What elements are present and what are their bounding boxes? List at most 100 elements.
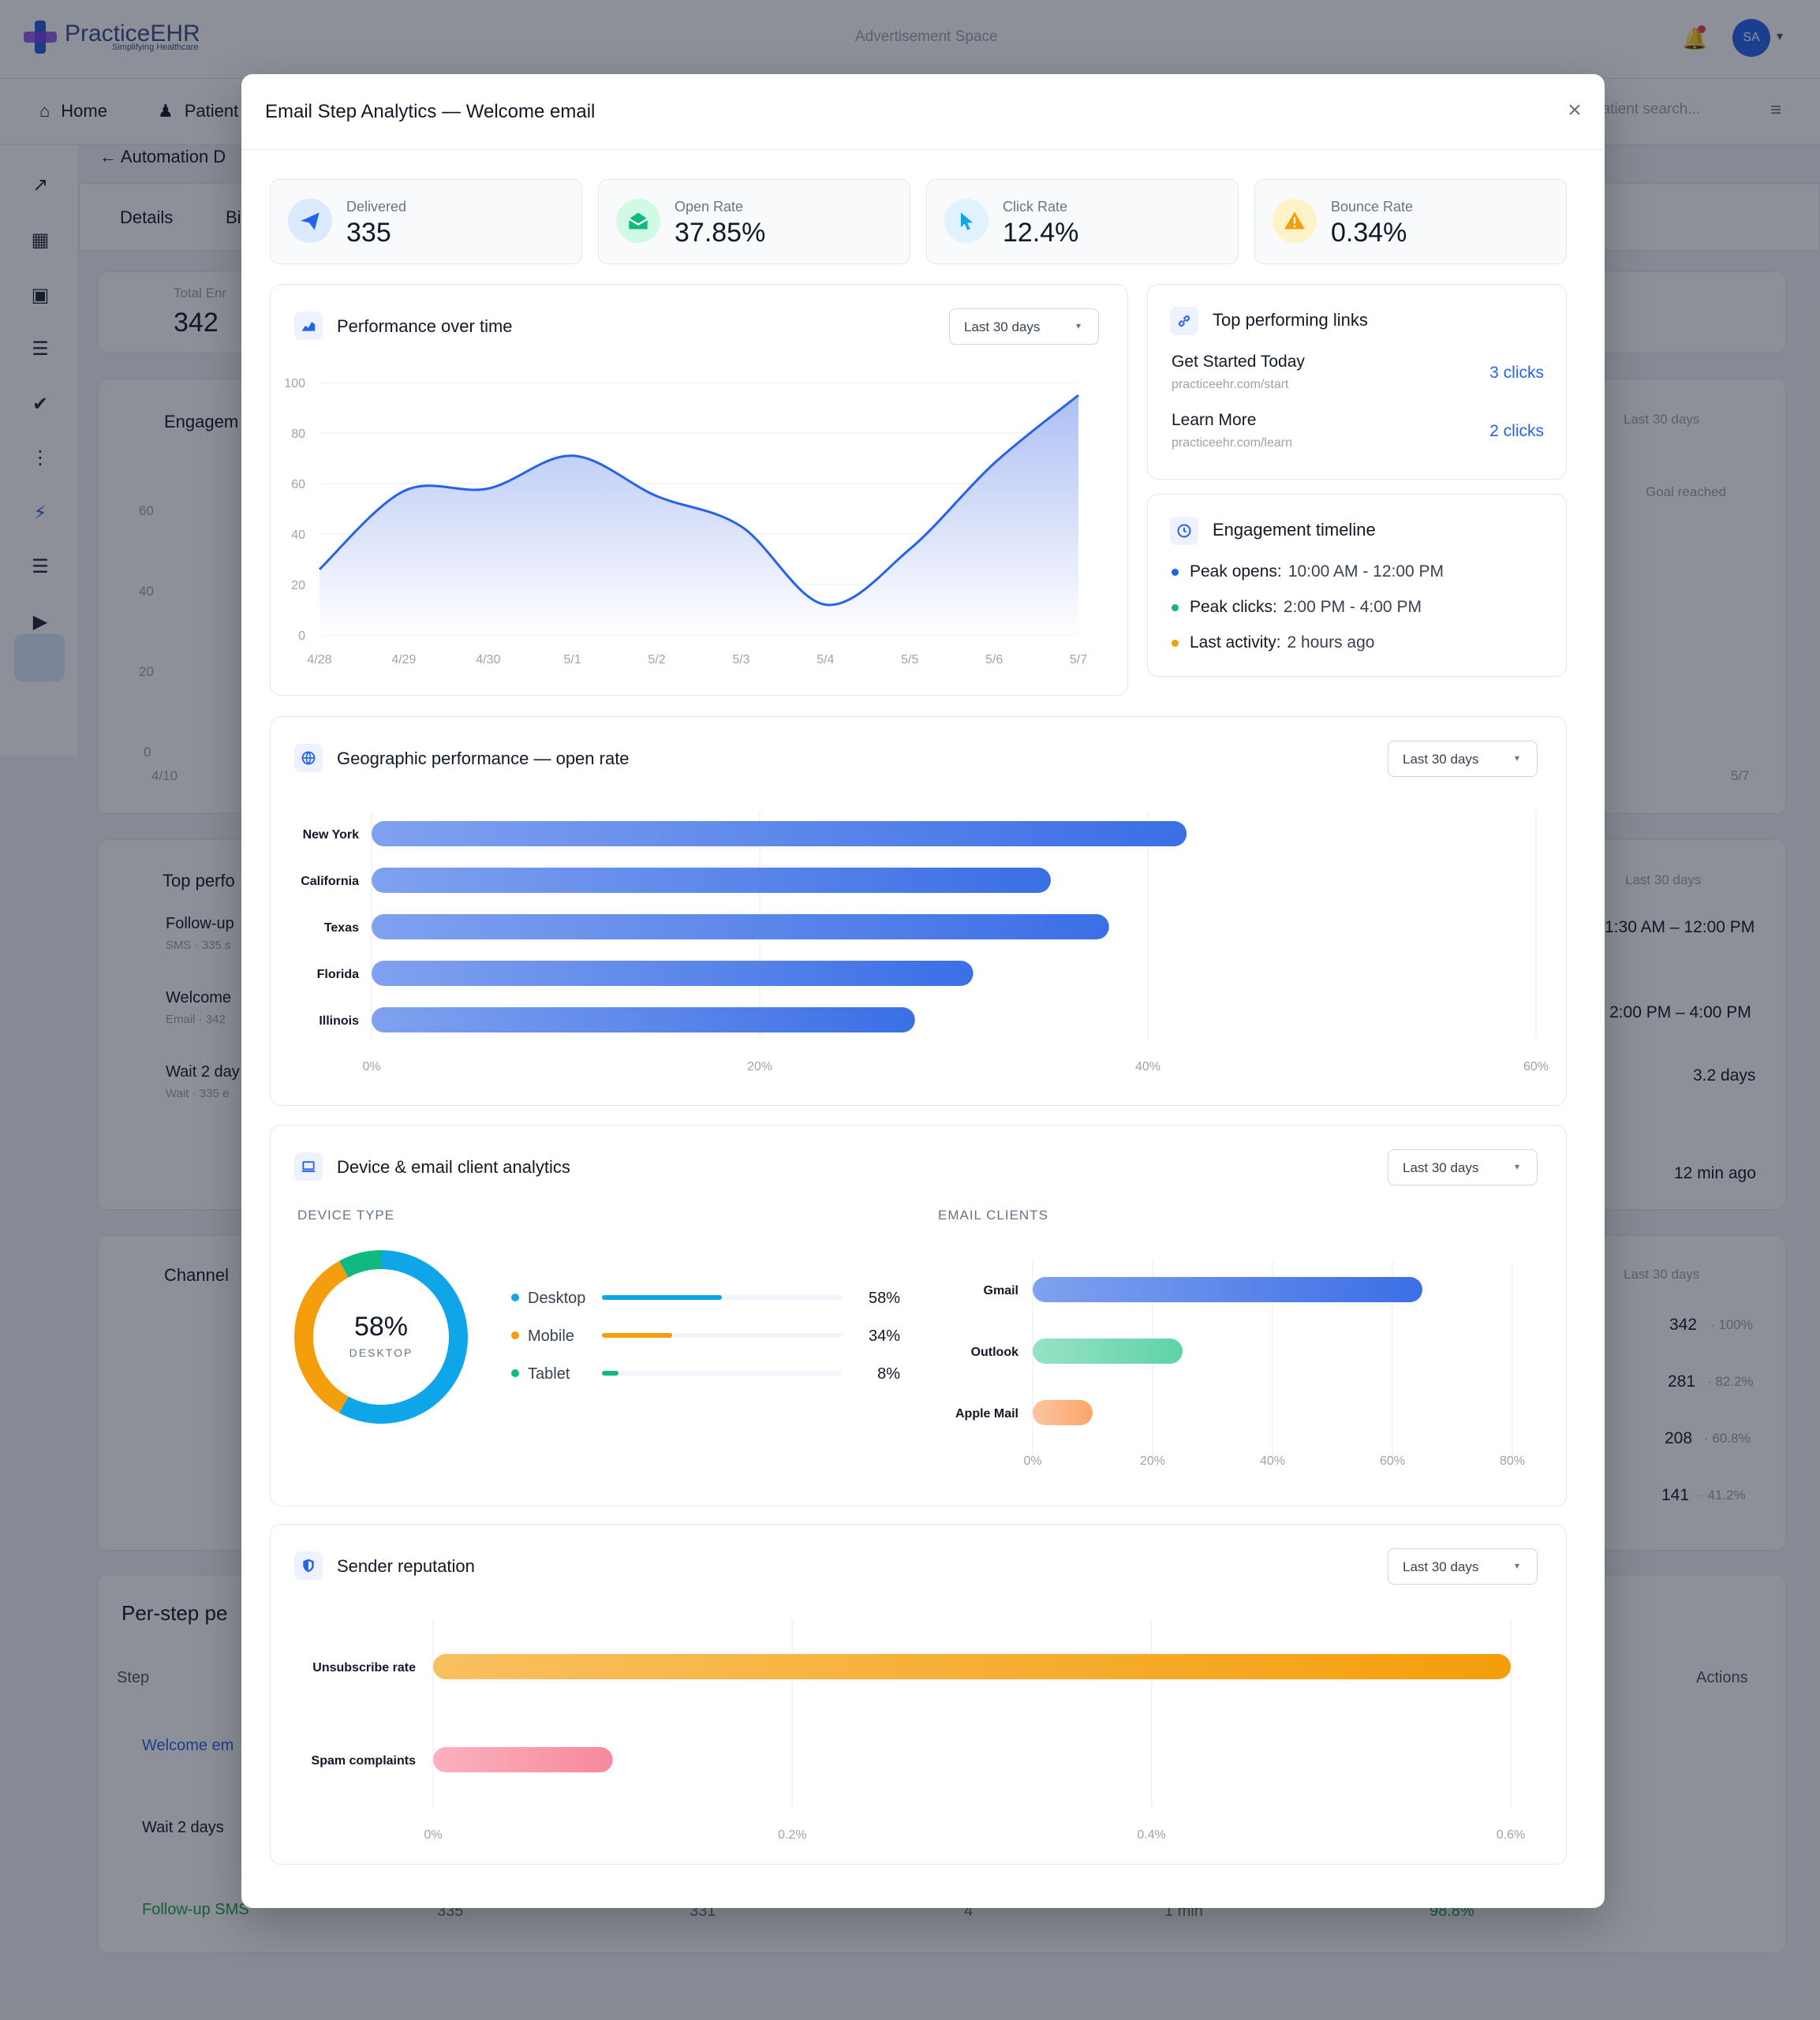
bg-row-0[interactable]: Welcome em (142, 1737, 234, 1754)
x-tick-label: 5/2 (648, 653, 665, 666)
bg-item-sub-1: Email · 342 (166, 1013, 226, 1026)
device-bar (602, 1333, 673, 1338)
list-icon[interactable]: ⋮ (31, 447, 50, 469)
menu-icon[interactable]: ≡ (1770, 99, 1782, 121)
link-url[interactable]: practiceehr.com/learn (1172, 436, 1292, 450)
user-icon: ♟ (158, 101, 174, 121)
device-range-select[interactable]: Last 30 days ▾ (1388, 1149, 1538, 1185)
device-card: Device & email client analytics Last 30 … (270, 1125, 1567, 1507)
bg-item-sub-0: SMS · 335 s (166, 939, 231, 952)
stat-delivered: Delivered 335 (270, 179, 582, 264)
back-link[interactable]: ← Automation D (99, 147, 226, 166)
bg-axis-end: 5/7 (1731, 768, 1750, 783)
timeline-item: Peak opens: 10:00 AM - 12:00 PM (1172, 562, 1444, 581)
inbox-icon[interactable]: ▣ (31, 285, 50, 306)
notification-dot (1698, 25, 1706, 33)
geo-title: Geographic performance — open rate (337, 749, 630, 768)
bar (372, 821, 1187, 846)
x-tick-label: 5/3 (732, 653, 749, 666)
nav-patients[interactable]: ♟ Patient (158, 101, 238, 121)
stat-bounce-rate: Bounce Rate 0.34% (1254, 179, 1567, 264)
per-step-title: Per-step pe (121, 1601, 228, 1625)
legend-dot (511, 1294, 519, 1301)
top-bar: PracticeEHR Simplifying Healthcare Adver… (0, 0, 1820, 79)
check-icon[interactable]: ✔ (32, 394, 49, 415)
chart-icon[interactable]: ↗ (32, 174, 49, 196)
nav-home[interactable]: ⌂ Home (39, 101, 107, 121)
x-tick-label: 0% (1023, 1454, 1041, 1468)
actions-header: Actions (1696, 1669, 1748, 1686)
link-url[interactable]: practiceehr.com/start (1172, 378, 1289, 391)
bg-range-3: Last 30 days (1624, 1267, 1700, 1282)
timeline-value: 10:00 AM - 12:00 PM (1287, 562, 1444, 581)
logo-mark (22, 19, 58, 55)
link-name[interactable]: Learn More (1172, 411, 1257, 429)
sender-range-select[interactable]: Last 30 days ▾ (1388, 1548, 1538, 1585)
tab-details[interactable]: Details (120, 207, 174, 227)
y-tick-label: 20 (291, 579, 305, 592)
stat-value: 12.4% (1003, 218, 1079, 248)
device-type-label: DEVICE TYPE (297, 1208, 395, 1223)
x-tick-label: 40% (1260, 1454, 1285, 1468)
bg-axis-20: 20 (139, 664, 154, 679)
bar (372, 914, 1109, 939)
bg-item-0: Follow-up (166, 915, 234, 932)
x-tick-label: 0% (424, 1828, 442, 1842)
bolt-icon[interactable]: ⚡ (33, 502, 47, 524)
link-clicks: 2 clicks (1489, 422, 1544, 440)
link-name[interactable]: Get Started Today (1172, 353, 1305, 371)
category-label: Unsubscribe rate (312, 1661, 416, 1675)
bar (433, 1654, 1511, 1679)
bg-item-1: Welcome (166, 989, 231, 1006)
bar (1033, 1277, 1422, 1302)
email-clients-label: EMAIL CLIENTS (938, 1208, 1048, 1223)
device-bar (602, 1295, 722, 1300)
send-icon (288, 199, 332, 243)
megaphone-icon[interactable]: ▶ (32, 611, 48, 633)
bg-axis-40: 40 (139, 584, 154, 599)
clock-icon (1170, 517, 1198, 545)
tab-b[interactable]: Bi (226, 207, 241, 227)
range-label: Last 30 days (1403, 1160, 1479, 1175)
timeline-dot (1172, 568, 1179, 576)
range-label: Last 30 days (1403, 1559, 1479, 1574)
device-value: 58% (869, 1290, 900, 1307)
track (602, 1371, 842, 1376)
cursor-icon (944, 199, 988, 243)
layers-icon[interactable]: ☰ (32, 338, 49, 360)
home-icon: ⌂ (39, 101, 50, 121)
bars-icon[interactable]: ☰ (32, 556, 49, 577)
timeline-label: Peak opens: (1190, 562, 1282, 581)
step-header[interactable]: Step (117, 1669, 150, 1686)
geo-range-select[interactable]: Last 30 days ▾ (1388, 741, 1538, 777)
patient-search-input[interactable]: patient search... (1594, 101, 1701, 118)
bg-row-2[interactable]: Follow-up SMS (142, 1901, 249, 1918)
total-enrolled-value: 342 (174, 308, 219, 338)
device-title: Device & email client analytics (337, 1157, 570, 1177)
bg-n1: 342 (1669, 1316, 1698, 1334)
stat-label: Open Rate (675, 199, 744, 215)
x-tick-label: 4/28 (307, 653, 331, 666)
performance-range-select[interactable]: Last 30 days ▾ (949, 308, 1099, 345)
goal-reached-legend: Goal reached (1646, 484, 1727, 499)
stat-value: 37.85% (675, 218, 766, 248)
bg-row-1[interactable]: Wait 2 days (142, 1819, 224, 1836)
stat-value: 335 (346, 218, 391, 248)
chevron-down-icon[interactable]: ▾ (1777, 30, 1784, 43)
donut-slice (339, 1250, 468, 1424)
avatar[interactable]: SA (1732, 19, 1770, 57)
bg-item-2: Wait 2 day (166, 1063, 240, 1081)
contact-icon[interactable]: ▦ (31, 230, 50, 251)
stat-open-rate: Open Rate 37.85% (598, 179, 910, 264)
bg-axis-0: 0 (144, 745, 151, 760)
device-value: 8% (877, 1365, 900, 1383)
x-tick-label: 4/30 (476, 653, 500, 666)
timeline-item: Last activity: 2 hours ago (1172, 633, 1374, 652)
bg-p2: · 82.2% (1707, 1374, 1754, 1389)
x-tick-label: 4/29 (391, 653, 416, 666)
x-tick-label: 5/7 (1070, 653, 1087, 666)
close-icon[interactable]: × (1568, 97, 1582, 123)
x-tick-label: 60% (1380, 1454, 1405, 1468)
bar (372, 961, 974, 986)
timeline-dot (1172, 603, 1179, 611)
